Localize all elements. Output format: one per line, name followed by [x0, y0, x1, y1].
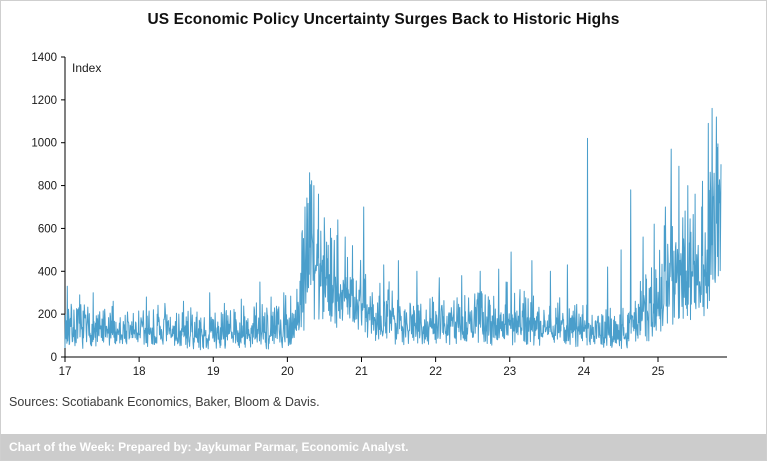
epu-series-line [64, 107, 722, 351]
x-tick-label: 22 [429, 366, 442, 378]
y-tick-label: 1000 [31, 138, 57, 150]
y-tick-label: 600 [38, 223, 57, 235]
y-tick-label: 1200 [31, 95, 57, 107]
x-tick-label: 25 [652, 366, 665, 378]
x-tick-label: 21 [355, 366, 368, 378]
y-tick-label: 800 [38, 181, 57, 193]
chart-title: US Economic Policy Uncertainty Surges Ba… [147, 11, 620, 28]
chart-area: 0 200 400 600 800 1000 1200 1400 17 18 19 20 21 22 23 2… [7, 31, 766, 387]
x-tick-label: 19 [207, 366, 220, 378]
y-tick-label: 200 [38, 309, 57, 321]
epu-line-chart: 0 200 400 600 800 1000 1200 1400 17 18 19 20 21 22 23 2… [31, 52, 727, 378]
x-tick-label: 17 [59, 366, 72, 378]
y-tick-label: 400 [38, 266, 57, 278]
x-tick-label: 24 [577, 366, 590, 378]
y-axis-unit-label: Index [72, 61, 101, 75]
x-tick-label: 23 [503, 366, 516, 378]
x-tick-label: 18 [133, 366, 146, 378]
y-tick-label: 1400 [31, 52, 57, 64]
x-tick-label: 20 [281, 366, 294, 378]
y-tick-label: 0 [51, 352, 57, 364]
sources-note: Sources: Scotiabank Economics, Baker, Bl… [9, 395, 320, 409]
footer-bar: Chart of the Week: Prepared by: Jaykumar… [1, 434, 766, 460]
footer-text: Chart of the Week: Prepared by: Jaykumar… [9, 440, 409, 454]
